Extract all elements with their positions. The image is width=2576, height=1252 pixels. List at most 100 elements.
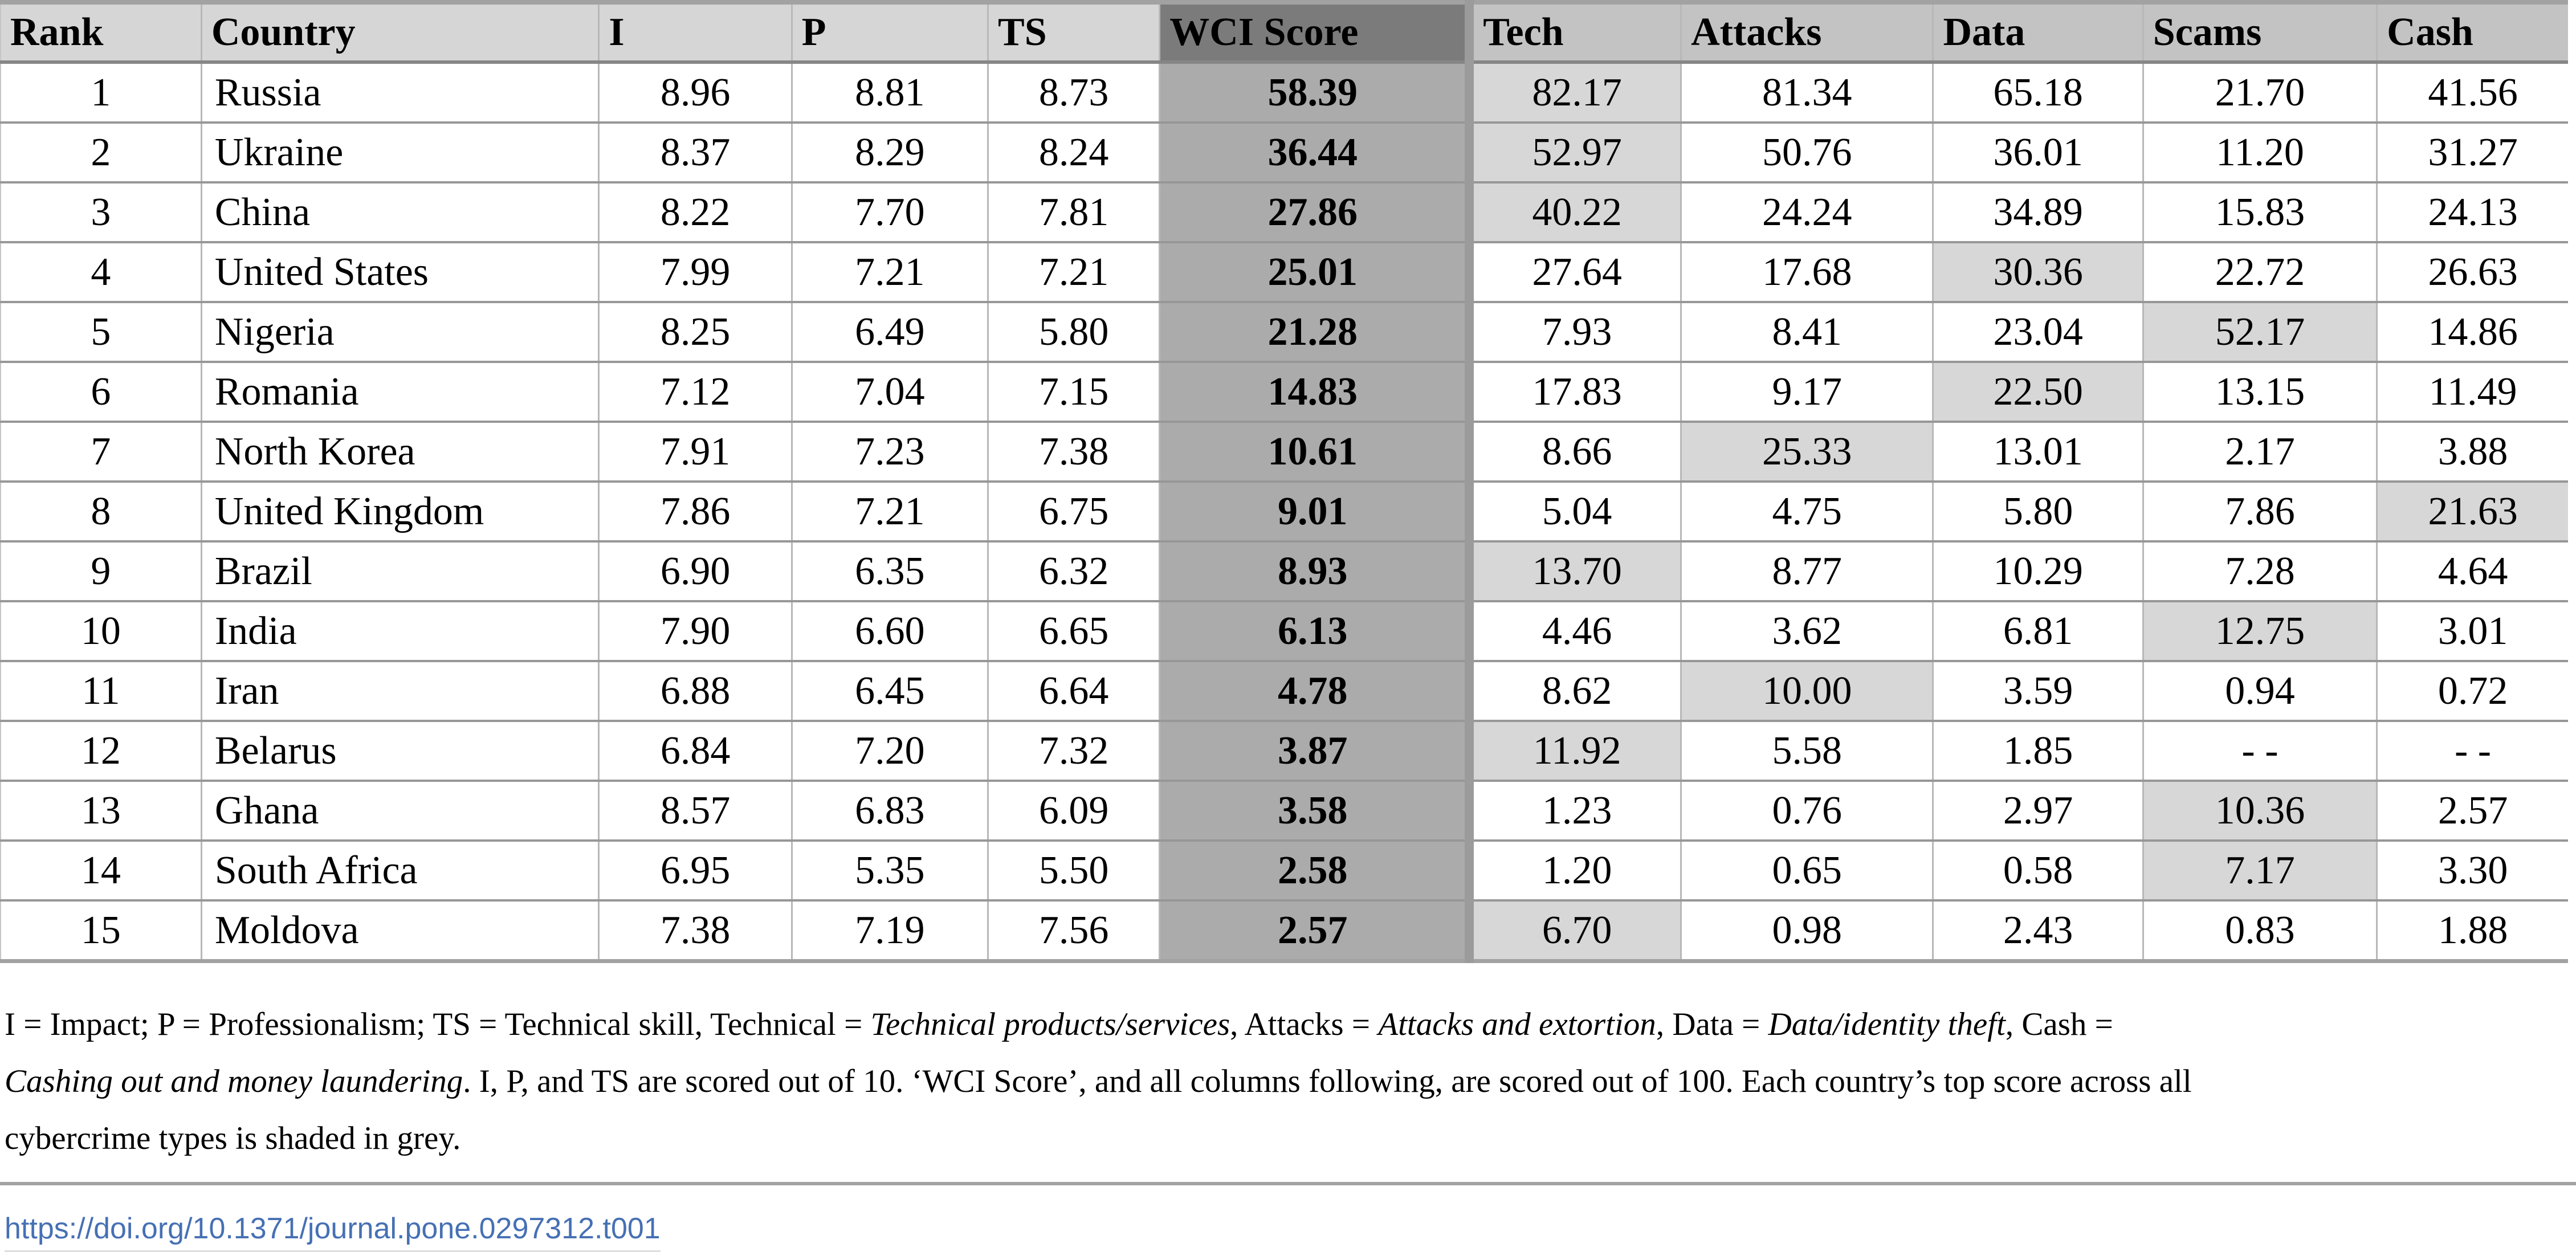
cell-data: 3.59	[1933, 661, 2144, 722]
cell-cash: 24.13	[2377, 182, 2568, 243]
doi-link[interactable]: https://doi.org/10.1371/journal.pone.029…	[5, 1212, 661, 1252]
col-header-wci-score: WCI Score	[1159, 2, 1474, 64]
cell-cash: 14.86	[2377, 302, 2568, 363]
cell-cash: 1.88	[2377, 900, 2568, 963]
cell-rank: 2	[1, 123, 202, 183]
footnote-text: I = Impact; P = Professionalism; TS = Te…	[5, 1006, 871, 1042]
cell-data: 6.81	[1933, 601, 2144, 662]
cell-rank: 9	[1, 541, 202, 602]
cell-ts: 7.56	[988, 900, 1161, 963]
table-row: 4 United States 7.99 7.21 7.21 25.01 27.64 17.6…	[1, 242, 2568, 303]
cell-ts: 5.80	[988, 302, 1161, 363]
cell-i: 8.96	[598, 62, 793, 124]
cell-i: 6.90	[598, 541, 793, 602]
cell-i: 7.99	[598, 242, 793, 303]
cell-data: 23.04	[1933, 302, 2144, 363]
cell-wci: 36.44	[1159, 123, 1474, 183]
table-row: 10 India 7.90 6.60 6.65 6.13 4.46 3.62 6.81 12.75…	[1, 601, 2568, 662]
cell-wci: 3.58	[1159, 781, 1474, 842]
cell-wci: 6.13	[1159, 601, 1474, 662]
cell-scams: 12.75	[2143, 601, 2378, 662]
cell-i: 8.37	[598, 123, 793, 183]
cell-cash: 31.27	[2377, 123, 2568, 183]
cell-attacks: 81.34	[1681, 62, 1934, 124]
cell-data: 65.18	[1933, 62, 2144, 124]
table-footnote: I = Impact; P = Professionalism; TS = Te…	[5, 996, 2565, 1167]
col-header-scams: Scams	[2143, 2, 2378, 64]
cell-wci: 14.83	[1159, 362, 1474, 423]
cell-cash: 0.72	[2377, 661, 2568, 722]
cell-country: Iran	[201, 661, 600, 722]
table-row: 11 Iran 6.88 6.45 6.64 4.78 8.62 10.00 3.59 0.94 0…	[1, 661, 2568, 722]
cell-ts: 7.32	[988, 721, 1161, 782]
cell-tech: 4.46	[1469, 601, 1682, 662]
cell-attacks: 0.98	[1681, 900, 1934, 963]
cell-country: United States	[201, 242, 600, 303]
cell-tech: 6.70	[1469, 900, 1682, 963]
cell-tech: 11.92	[1469, 721, 1682, 782]
cell-data: 5.80	[1933, 482, 2144, 543]
cell-country: Nigeria	[201, 302, 600, 363]
cell-tech: 40.22	[1469, 182, 1682, 243]
cell-wci: 3.87	[1159, 721, 1474, 782]
header-row: Rank Country I P TS WCI Score Tech Attac…	[1, 2, 2568, 64]
cell-ts: 8.73	[988, 62, 1161, 124]
footnote-text: , Data =	[1656, 1006, 1768, 1042]
cell-data: 1.85	[1933, 721, 2144, 782]
cell-country: North Korea	[201, 422, 600, 483]
cell-tech: 1.23	[1469, 781, 1682, 842]
cell-scams: 21.70	[2143, 62, 2378, 124]
cell-wci: 2.57	[1159, 900, 1474, 963]
cell-p: 8.81	[792, 62, 989, 124]
cell-scams: - -	[2143, 721, 2378, 782]
cell-country: Moldova	[201, 900, 600, 963]
cell-tech: 82.17	[1469, 62, 1682, 124]
col-header-rank: Rank	[1, 2, 202, 64]
cell-tech: 13.70	[1469, 541, 1682, 602]
table-header: Rank Country I P TS WCI Score Tech Attac…	[1, 2, 2568, 64]
cell-p: 7.19	[792, 900, 989, 963]
cell-cash: - -	[2377, 721, 2568, 782]
cell-attacks: 50.76	[1681, 123, 1934, 183]
cell-tech: 27.64	[1469, 242, 1682, 303]
col-header-technical-skill: TS	[988, 2, 1161, 64]
footnote-italic-data: Data/identity theft	[1768, 1006, 2006, 1042]
footnote-text: cybercrime types is shaded in grey.	[5, 1120, 461, 1156]
table-row: 9 Brazil 6.90 6.35 6.32 8.93 13.70 8.77 10.29 7.2…	[1, 541, 2568, 602]
cell-ts: 7.15	[988, 362, 1161, 423]
cell-tech: 17.83	[1469, 362, 1682, 423]
cell-p: 6.45	[792, 661, 989, 722]
cell-i: 6.95	[598, 841, 793, 902]
cell-cash: 11.49	[2377, 362, 2568, 423]
cell-rank: 1	[1, 62, 202, 124]
cell-attacks: 24.24	[1681, 182, 1934, 243]
cell-wci: 2.58	[1159, 841, 1474, 902]
cell-rank: 5	[1, 302, 202, 363]
footnote-text: , Attacks =	[1230, 1006, 1379, 1042]
cell-scams: 10.36	[2143, 781, 2378, 842]
wci-table: Rank Country I P TS WCI Score Tech Attac…	[0, 0, 2568, 963]
cell-wci: 9.01	[1159, 482, 1474, 543]
cell-wci: 27.86	[1159, 182, 1474, 243]
cell-country: Brazil	[201, 541, 600, 602]
cell-p: 7.21	[792, 242, 989, 303]
cell-p: 7.70	[792, 182, 989, 243]
cell-p: 6.35	[792, 541, 989, 602]
cell-wci: 10.61	[1159, 422, 1474, 483]
table-row: 13 Ghana 8.57 6.83 6.09 3.58 1.23 0.76 2.97 10.36…	[1, 781, 2568, 842]
cell-rank: 14	[1, 841, 202, 902]
cell-p: 6.60	[792, 601, 989, 662]
col-header-attacks: Attacks	[1681, 2, 1934, 64]
cell-country: Romania	[201, 362, 600, 423]
cell-tech: 8.62	[1469, 661, 1682, 722]
table-row: 3 China 8.22 7.70 7.81 27.86 40.22 24.24 34.89 15…	[1, 182, 2568, 243]
cell-rank: 12	[1, 721, 202, 782]
cell-scams: 15.83	[2143, 182, 2378, 243]
cell-scams: 7.28	[2143, 541, 2378, 602]
table-row: 8 United Kingdom 7.86 7.21 6.75 9.01 5.04 4.75 5…	[1, 482, 2568, 543]
cell-country: Belarus	[201, 721, 600, 782]
cell-ts: 7.81	[988, 182, 1161, 243]
cell-country: Ukraine	[201, 123, 600, 183]
cell-attacks: 17.68	[1681, 242, 1934, 303]
